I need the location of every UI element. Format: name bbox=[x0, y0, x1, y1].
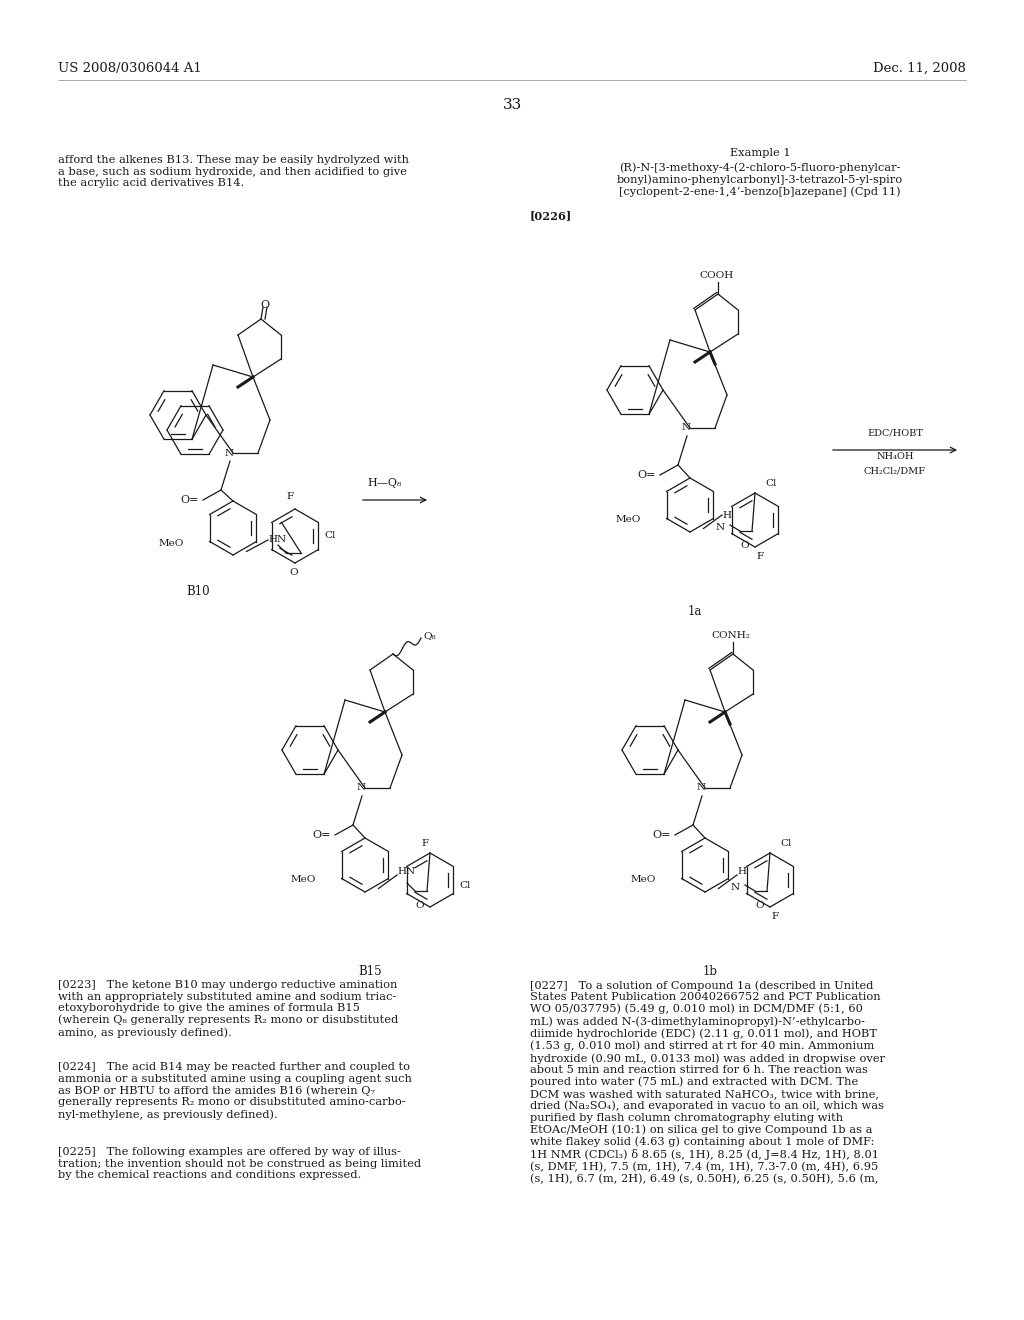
Text: F: F bbox=[422, 840, 429, 847]
Text: H: H bbox=[737, 866, 746, 875]
Text: 33: 33 bbox=[503, 98, 521, 112]
Text: O=: O= bbox=[652, 830, 671, 840]
Text: O: O bbox=[416, 902, 424, 909]
Text: CONH₂: CONH₂ bbox=[712, 631, 751, 640]
Text: Cl: Cl bbox=[765, 479, 776, 488]
Text: 1a: 1a bbox=[688, 605, 702, 618]
Text: O=: O= bbox=[638, 470, 656, 480]
Text: [0223]   The ketone B10 may undergo reductive amination
with an appropriately su: [0223] The ketone B10 may undergo reduct… bbox=[58, 979, 398, 1038]
Text: MeO: MeO bbox=[631, 875, 656, 884]
Text: F: F bbox=[757, 552, 764, 561]
Text: N: N bbox=[225, 449, 234, 458]
Text: H: H bbox=[722, 511, 731, 520]
Text: F: F bbox=[771, 912, 778, 921]
Text: N: N bbox=[716, 523, 725, 532]
Text: afford the alkenes B13. These may be easily hydrolyzed with
a base, such as sodi: afford the alkenes B13. These may be eas… bbox=[58, 154, 409, 189]
Text: B10: B10 bbox=[186, 585, 210, 598]
Text: F: F bbox=[287, 492, 294, 502]
Text: MeO: MeO bbox=[615, 516, 641, 524]
Text: H—Q₈: H—Q₈ bbox=[368, 478, 402, 488]
Text: COOH: COOH bbox=[698, 271, 733, 280]
Text: MeO: MeO bbox=[291, 875, 316, 884]
Text: [0227]   To a solution of Compound 1a (described in United
States Patent Publica: [0227] To a solution of Compound 1a (des… bbox=[530, 979, 885, 1184]
Text: O: O bbox=[290, 568, 298, 577]
Text: O: O bbox=[756, 902, 764, 909]
Text: CH₂Cl₂/DMF: CH₂Cl₂/DMF bbox=[864, 466, 926, 475]
Text: Cl: Cl bbox=[324, 532, 336, 540]
Text: (R)-N-[3-methoxy-4-(2-chloro-5-fluoro-phenylcar-
bonyl)amino-phenylcarbonyl]-3-t: (R)-N-[3-methoxy-4-(2-chloro-5-fluoro-ph… bbox=[616, 162, 903, 197]
Text: Dec. 11, 2008: Dec. 11, 2008 bbox=[873, 62, 966, 75]
Text: N: N bbox=[730, 883, 739, 892]
Text: B15: B15 bbox=[358, 965, 382, 978]
Text: US 2008/0306044 A1: US 2008/0306044 A1 bbox=[58, 62, 202, 75]
Text: N: N bbox=[357, 784, 367, 792]
Text: Example 1: Example 1 bbox=[730, 148, 791, 158]
Text: [0224]   The acid B14 may be reacted further and coupled to
ammonia or a substit: [0224] The acid B14 may be reacted furth… bbox=[58, 1063, 412, 1119]
Text: O=: O= bbox=[312, 830, 331, 840]
Text: [0225]   The following examples are offered by way of illus-
tration; the invent: [0225] The following examples are offere… bbox=[58, 1147, 421, 1180]
Text: N: N bbox=[682, 424, 691, 433]
Text: [0226]: [0226] bbox=[530, 210, 572, 220]
Text: 1b: 1b bbox=[702, 965, 718, 978]
Text: EDC/HOBT: EDC/HOBT bbox=[867, 429, 923, 438]
Text: N: N bbox=[697, 784, 707, 792]
Text: O: O bbox=[260, 300, 269, 310]
Text: MeO: MeO bbox=[159, 539, 184, 548]
Text: Cl: Cl bbox=[780, 840, 792, 847]
Text: HN: HN bbox=[397, 866, 415, 875]
Text: NH₄OH: NH₄OH bbox=[877, 451, 913, 461]
Text: Q₈: Q₈ bbox=[423, 631, 436, 640]
Text: Cl: Cl bbox=[459, 880, 470, 890]
Text: O=: O= bbox=[180, 495, 199, 506]
Text: HN: HN bbox=[268, 536, 286, 544]
Text: O: O bbox=[740, 541, 750, 550]
